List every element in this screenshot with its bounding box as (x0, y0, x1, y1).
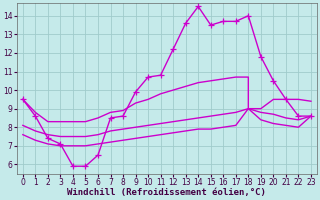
X-axis label: Windchill (Refroidissement éolien,°C): Windchill (Refroidissement éolien,°C) (68, 188, 266, 197)
